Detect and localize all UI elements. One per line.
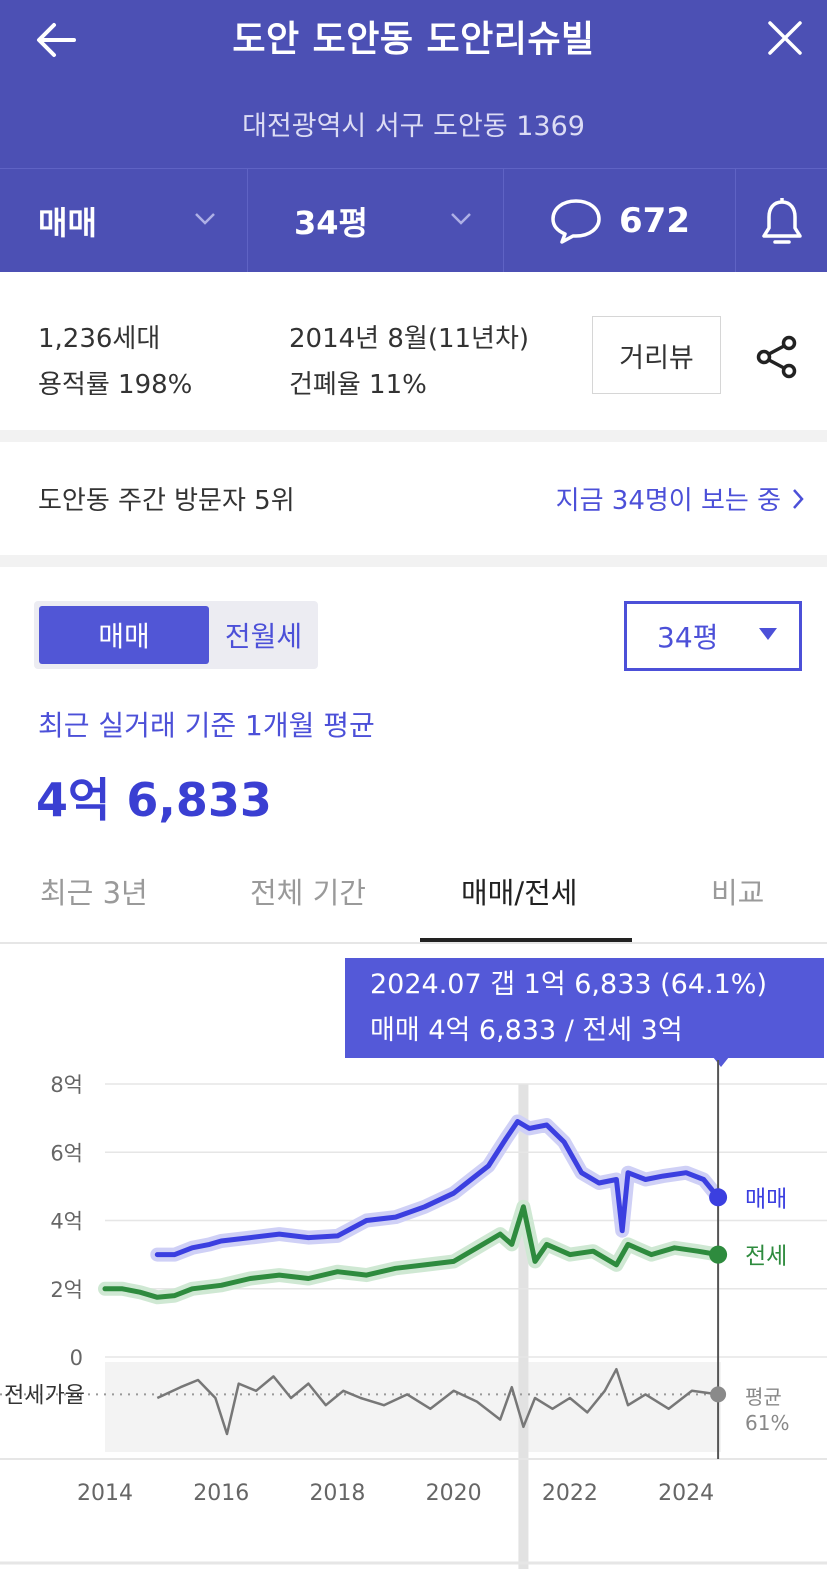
comments-button[interactable]: 672 (504, 169, 736, 272)
y-tick-label: 2억 (50, 1278, 83, 1302)
bell-icon (761, 197, 802, 244)
households: 1,236세대 (38, 324, 161, 354)
back-button[interactable] (30, 14, 82, 66)
x-tick-label: 2018 (309, 1481, 365, 1506)
ratio-average-value: 61% (745, 1411, 789, 1435)
y-tick-label: 4억 (50, 1210, 83, 1234)
avg-price-value: 4억 6,833 (36, 773, 272, 827)
deal-type-label: 매매 (38, 203, 97, 242)
end-marker-1 (709, 1245, 728, 1264)
segment-rent[interactable]: 전월세 (224, 620, 303, 653)
tab-all-period[interactable]: 전체 기간 (250, 876, 366, 910)
street-view-button[interactable]: 거리뷰 (592, 316, 721, 394)
x-tick-label: 2022 (542, 1481, 598, 1506)
avg-price-label: 최근 실거래 기준 1개월 평균 (38, 709, 375, 742)
section-divider (0, 430, 827, 442)
y-tick-label: 0 (70, 1346, 83, 1370)
close-icon (768, 21, 802, 55)
tab-sale-jeonse[interactable]: 매매/전세 (461, 876, 578, 910)
series-line-0 (154, 1119, 721, 1258)
ratio-average-label: 평균 (745, 1385, 782, 1409)
end-label-1: 전세 (745, 1244, 787, 1270)
chart-tooltip: 2024.07 갭 1억 6,833 (64.1%) 매매 4억 6,833 /… (345, 958, 824, 1058)
building-coverage-ratio: 건폐율 11% (289, 370, 427, 400)
active-tab-underline (420, 938, 632, 942)
chevron-down-icon (451, 213, 471, 225)
x-tick-label: 2020 (426, 1481, 482, 1506)
x-tick-label: 2016 (193, 1481, 249, 1506)
notification-button[interactable] (736, 169, 827, 272)
chevron-right-icon (793, 488, 804, 509)
complex-info: 1,236세대 용적률 198% 2014년 8월(11년차) 건폐율 11% … (0, 272, 827, 430)
price-chart[interactable]: 8억 6억 4억 2억 0 전세가율 2014 2016 2018 2020 2022 2024 매매전… (0, 1060, 827, 1569)
visitor-rank-text: 도안동 주간 방문자 5위 (38, 486, 295, 516)
segment-sale[interactable]: 매매 (39, 606, 209, 664)
chat-bubble-icon (551, 198, 601, 244)
info-col-1: 1,236세대 용적률 198% (38, 316, 192, 408)
tab-compare[interactable]: 비교 (711, 876, 765, 910)
chevron-down-icon (195, 213, 215, 225)
built-date: 2014년 8월(11년차) (289, 324, 530, 354)
y-tick-label: 6억 (50, 1141, 83, 1165)
floor-area-ratio: 용적률 198% (38, 370, 193, 400)
size-dropdown[interactable]: 34평 (248, 169, 504, 272)
filter-bar: 매매 34평 672 (0, 169, 827, 272)
tab-recent-3y[interactable]: 최근 3년 (40, 876, 148, 910)
ratio-row-label: 전세가율 (4, 1383, 85, 1408)
page-title: 도안 도안동 도안리슈빌 (232, 19, 595, 60)
ratio-end-marker (710, 1386, 727, 1403)
ratio-band (105, 1362, 721, 1452)
highlight-band (518, 1084, 529, 1569)
x-tick-label: 2024 (658, 1481, 714, 1506)
series-line-1 (102, 1204, 721, 1300)
share-button[interactable] (752, 332, 802, 382)
back-arrow-icon (37, 23, 76, 57)
size-label: 34평 (294, 203, 368, 242)
triangle-down-icon (759, 628, 777, 640)
ratio-line (156, 1367, 719, 1436)
address-text: 대전광역시 서구 도안동 1369 (242, 111, 585, 142)
viewing-now-text: 지금 34명이 보는 중 (555, 486, 781, 516)
tooltip-line-1: 2024.07 갭 1억 6,833 (64.1%) (370, 969, 767, 1000)
chart-tabs: 최근 3년 전체 기간 매매/전세 비교 (0, 842, 827, 944)
size-select[interactable]: 34평 (624, 601, 802, 671)
size-select-value: 34평 (657, 621, 719, 654)
viewing-now-link[interactable]: 지금 34명이 보는 중 (556, 480, 805, 517)
deal-segment-control: 매매 전월세 (34, 601, 318, 669)
tooltip-line-2: 매매 4억 6,833 / 전세 3억 (370, 1015, 683, 1046)
header-divider (0, 168, 827, 169)
info-col-2: 2014년 8월(11년차) 건폐율 11% (289, 316, 529, 408)
series-band-0 (150, 1114, 726, 1262)
deal-type-dropdown[interactable]: 매매 (0, 169, 248, 272)
end-marker-0 (709, 1188, 728, 1207)
section-divider (0, 555, 827, 567)
x-tick-label: 2014 (77, 1481, 133, 1506)
comment-count: 672 (619, 200, 690, 241)
y-tick-label: 8억 (50, 1073, 83, 1097)
end-label-0: 매매 (745, 1186, 787, 1212)
tooltip-pointer (713, 1057, 729, 1067)
share-icon (756, 335, 797, 379)
close-button[interactable] (759, 12, 811, 64)
app-header: 도안 도안동 도안리슈빌 대전광역시 서구 도안동 1369 매매 34평 67… (0, 0, 827, 272)
visitor-rank-bar: 도안동 주간 방문자 5위 지금 34명이 보는 중 (0, 442, 827, 555)
